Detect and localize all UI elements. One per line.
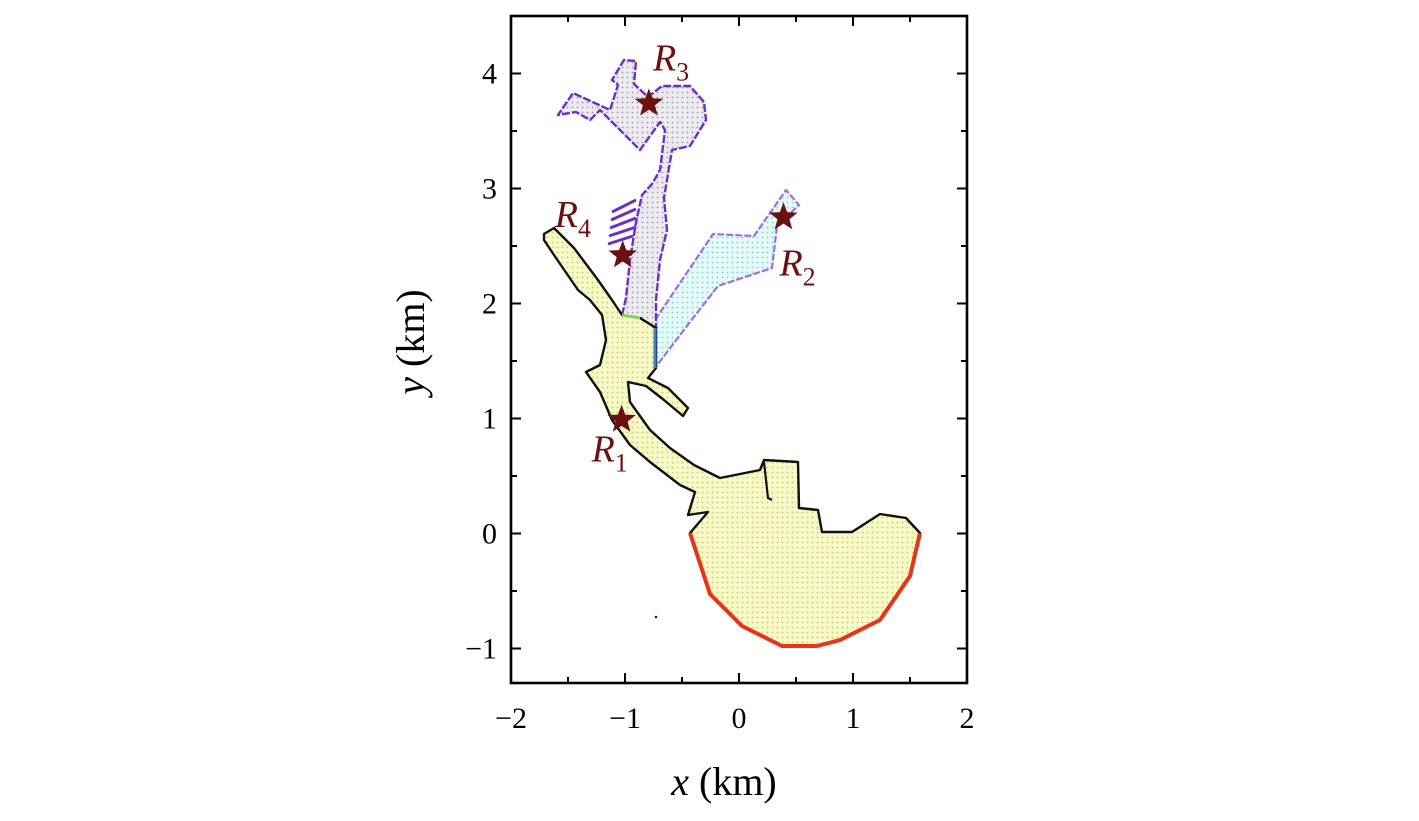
x-tick-label: −1 [609, 702, 641, 735]
receiver-label-R3: R3 [652, 37, 689, 86]
east-branch-region [653, 188, 801, 370]
receiver-star-R2 [769, 202, 798, 230]
north-branch-hatch [607, 198, 637, 246]
stray-point [654, 615, 658, 619]
receiver-label-R2: R2 [778, 242, 815, 291]
receiver-markers: R1 R2 R3 R4 [554, 37, 816, 477]
receiver-label-R1: R1 [591, 429, 628, 478]
y-tick-label: 1 [482, 403, 497, 436]
receiver-star-R4 [608, 240, 637, 268]
receiver-star-R1 [607, 404, 636, 432]
x-axis-title: x (km) [670, 759, 777, 804]
x-axis-var: x [670, 759, 689, 804]
x-tick-label: 1 [846, 702, 861, 735]
y-axis-var: y [388, 377, 433, 399]
breakwater [762, 461, 773, 501]
y-axis-unit: (km) [388, 289, 433, 367]
y-tick-label: −1 [465, 633, 497, 666]
x-tick-label: 2 [960, 702, 975, 735]
y-tick-label: 4 [482, 58, 497, 91]
axis-ticks [510, 15, 968, 683]
junction-north-boundary [621, 313, 641, 320]
x-tick-label: −2 [495, 702, 527, 735]
y-axis-title: y (km) [388, 289, 433, 399]
open-sea-boundary [688, 532, 922, 648]
y-tick-label: 2 [482, 288, 497, 321]
x-axis-unit: (km) [699, 759, 777, 804]
x-tick-label: 0 [732, 702, 747, 735]
y-tick-label: 0 [482, 518, 497, 551]
north-branch-region [556, 58, 708, 330]
receiver-label-R4: R4 [554, 194, 591, 243]
receiver-star-R3 [634, 88, 664, 116]
main-basin-region [542, 226, 922, 648]
axis-tick-labels: −2 −1 0 1 2 −1 0 1 2 3 4 [465, 58, 974, 736]
y-tick-label: 3 [482, 173, 497, 206]
